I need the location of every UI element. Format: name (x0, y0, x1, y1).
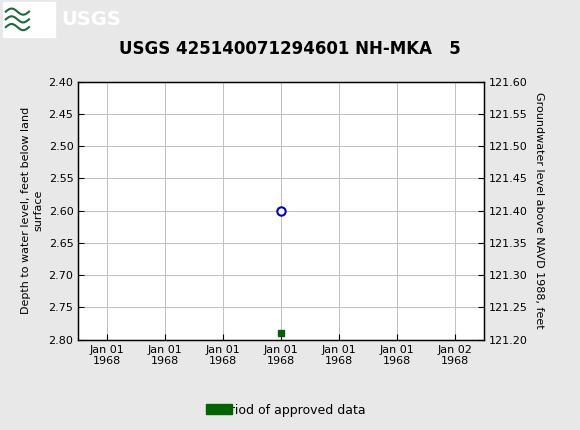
Y-axis label: Depth to water level, feet below land
surface: Depth to water level, feet below land su… (21, 107, 43, 314)
Y-axis label: Groundwater level above NAVD 1988, feet: Groundwater level above NAVD 1988, feet (534, 92, 543, 329)
FancyBboxPatch shape (3, 2, 55, 37)
Text: USGS: USGS (61, 10, 121, 29)
Text: Period of approved data: Period of approved data (215, 404, 365, 417)
Text: USGS 425140071294601 NH-MKA   5: USGS 425140071294601 NH-MKA 5 (119, 40, 461, 58)
